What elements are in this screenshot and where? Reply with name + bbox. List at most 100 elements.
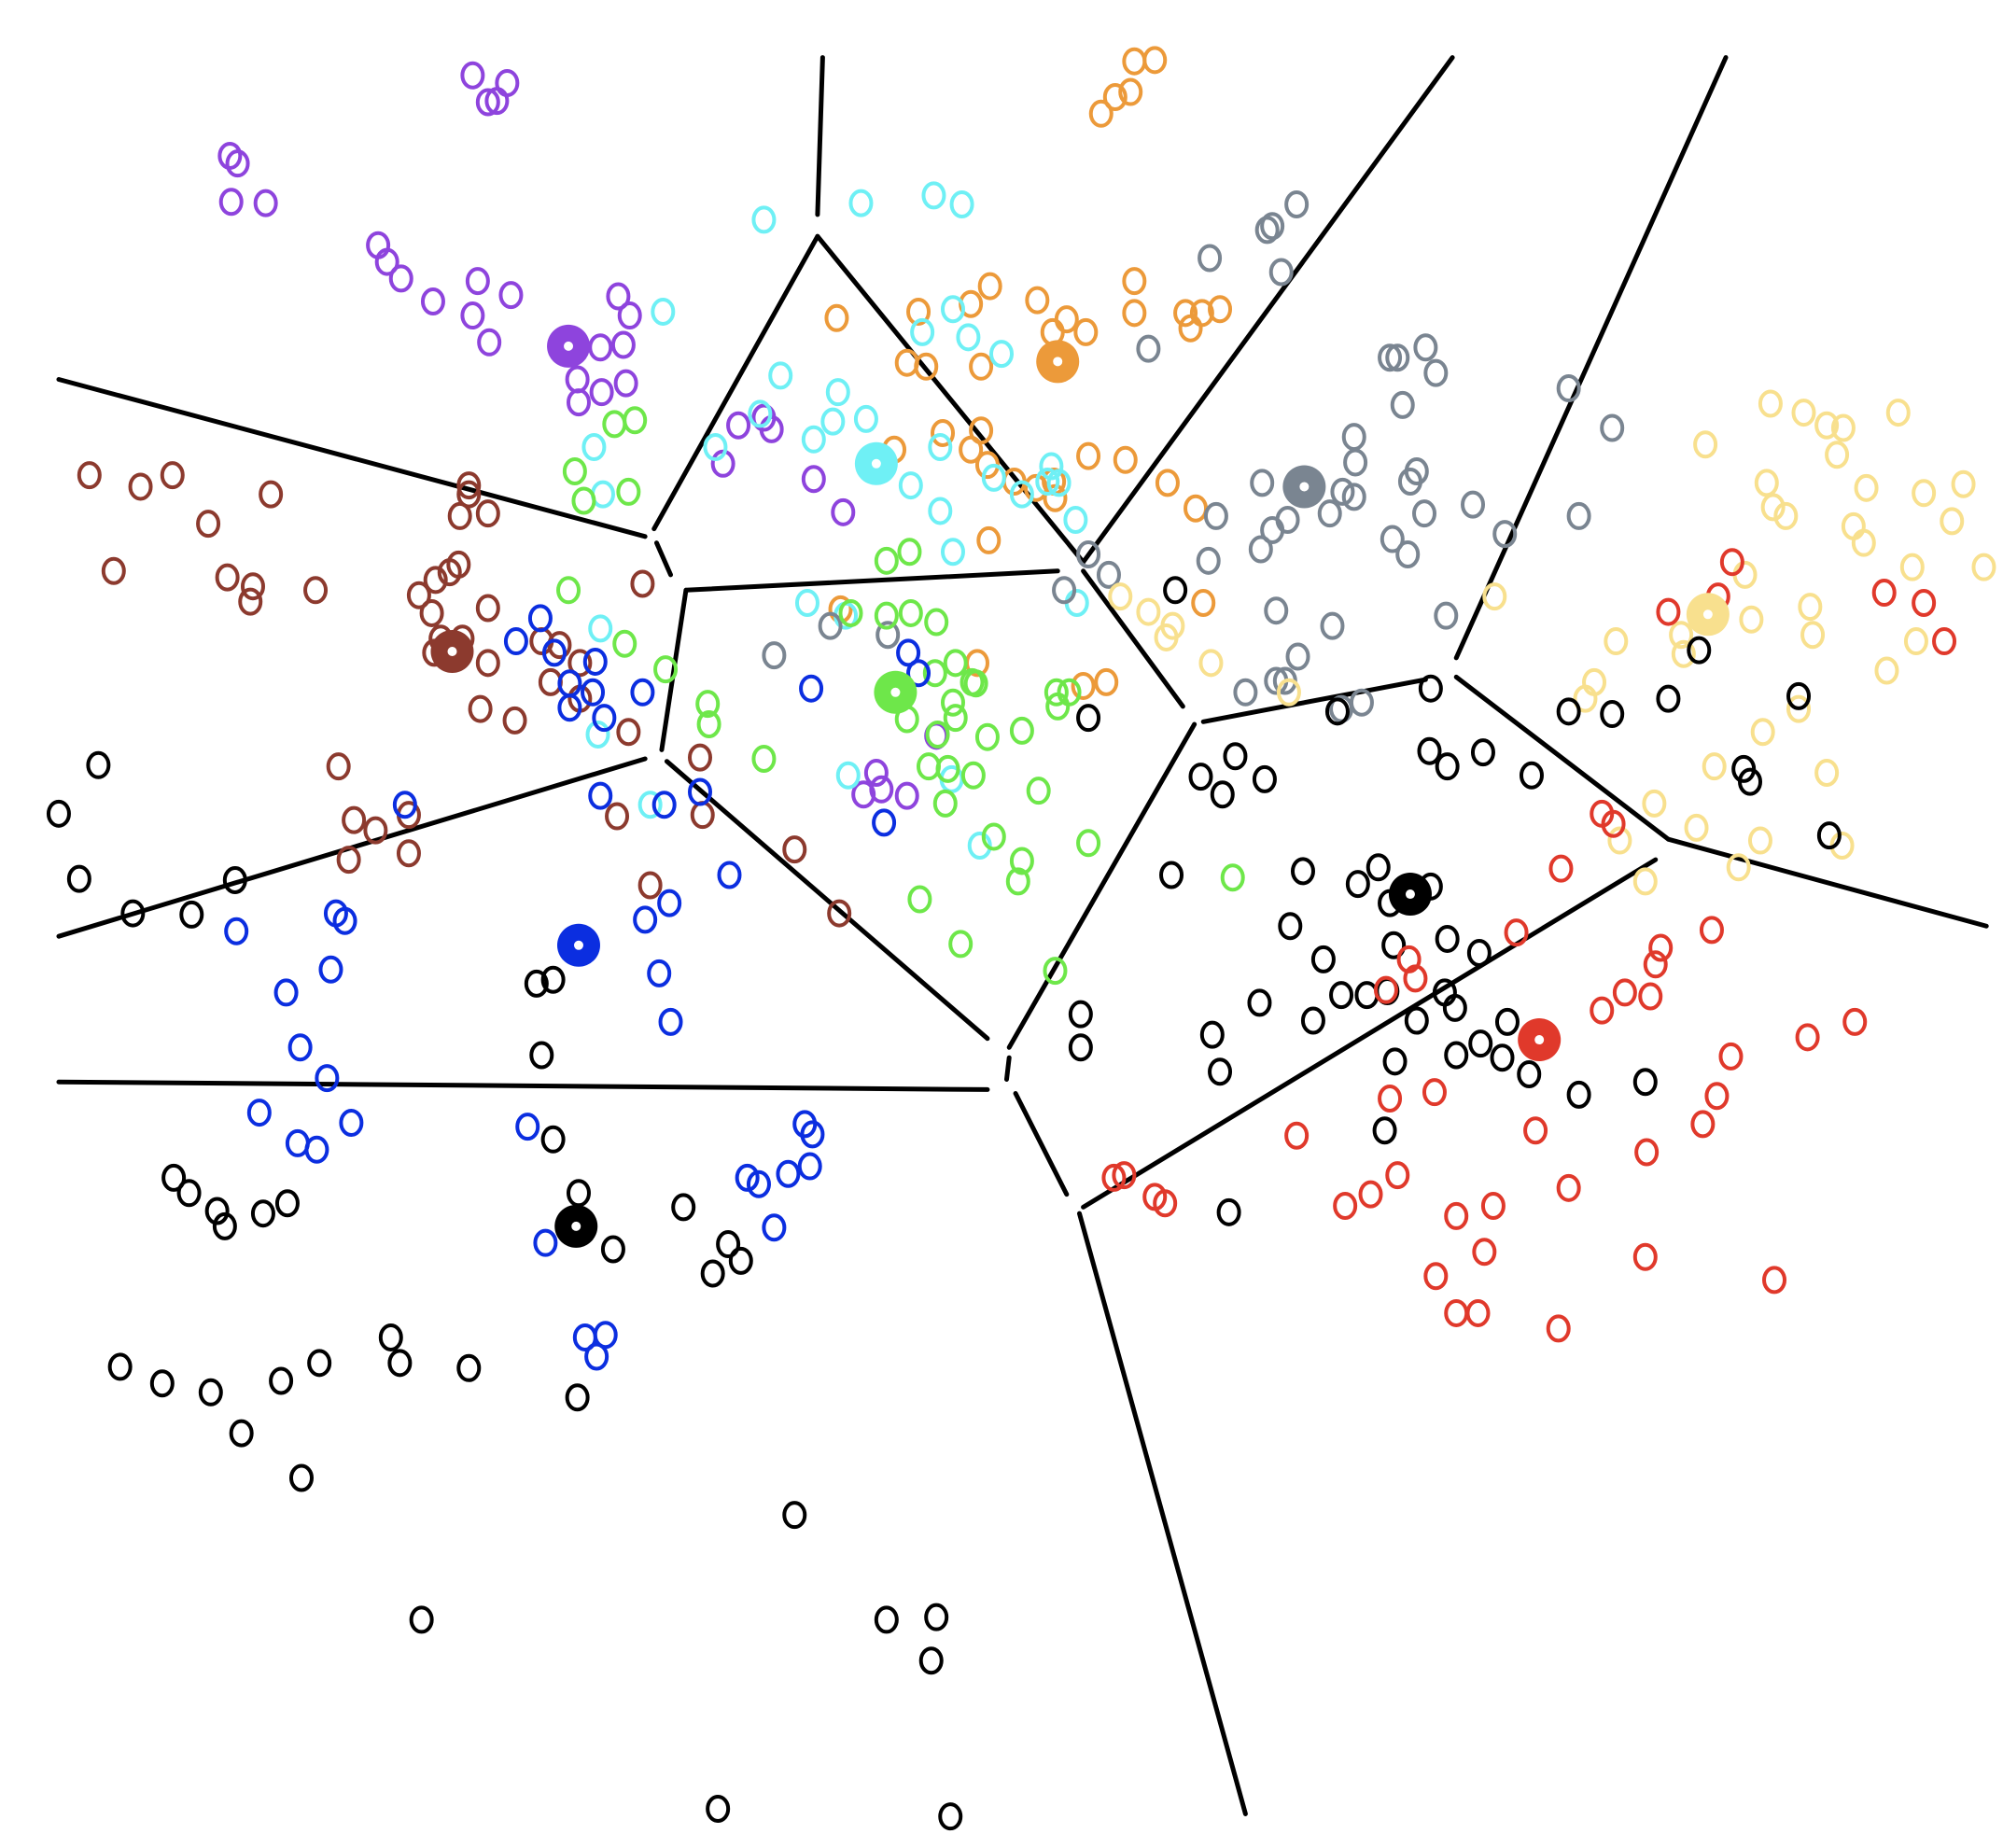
brown-point-37 [396, 839, 421, 868]
black-point-58 [222, 865, 247, 894]
blue-point-7 [557, 693, 582, 722]
yellow-point-10 [1854, 473, 1879, 502]
blue-point-24 [224, 917, 249, 945]
yellow-point-41 [1108, 582, 1133, 611]
gray-point-7 [1385, 343, 1410, 372]
red-point-41 [1423, 1262, 1449, 1291]
voronoi-edge-2 [815, 233, 1086, 565]
cyan-point-19 [928, 497, 953, 525]
blue-point-35 [800, 1120, 825, 1149]
gray-point-37 [1285, 642, 1310, 671]
gray-point-2 [1254, 216, 1280, 245]
green-point-39 [907, 885, 932, 914]
brown-point-6 [215, 563, 240, 592]
gray-point-18 [1341, 483, 1366, 511]
black-point-46 [1494, 1007, 1520, 1036]
red-point-35 [1358, 1180, 1383, 1209]
yellow-point-11 [1912, 479, 1937, 508]
blue-point-21 [658, 1007, 683, 1036]
cyan-point-34 [967, 832, 992, 861]
red-point-36 [1385, 1161, 1410, 1190]
red-point-34 [1333, 1191, 1358, 1220]
cyan-point-26 [940, 538, 965, 567]
gray-point-36 [1320, 611, 1345, 640]
yellow-point-23 [1903, 627, 1928, 656]
blue-point-37 [776, 1159, 801, 1188]
purple-point-22 [613, 369, 638, 398]
orange-point-34 [1184, 494, 1209, 523]
yellow-point-24 [1874, 656, 1899, 685]
gray-point-22 [1260, 515, 1285, 544]
cyan-point-13 [801, 425, 826, 454]
cluster-centroids [430, 324, 1730, 1248]
gray-point-13 [1341, 423, 1366, 452]
voronoi-edge-4 [1453, 55, 1729, 661]
blue-point-25 [318, 955, 343, 984]
red-point-42 [1762, 1266, 1787, 1295]
black-point-37 [1300, 1006, 1325, 1035]
red-point-37 [1444, 1201, 1469, 1230]
yellow-point-34 [1642, 789, 1667, 818]
blue-point-6 [592, 704, 617, 733]
black-point-21 [1366, 853, 1391, 882]
black-point-59 [524, 969, 549, 998]
blue-point-14 [392, 791, 417, 819]
black-point-42 [1208, 1057, 1233, 1086]
purple-point-12 [465, 267, 490, 296]
black-point-89 [924, 1603, 949, 1631]
gray-point-45 [875, 621, 901, 650]
orange-point-21 [969, 352, 994, 381]
orange-point-1 [1142, 46, 1168, 75]
gray-point-1 [1284, 189, 1310, 218]
gray-point-27 [1397, 467, 1422, 496]
black-point-64 [176, 1179, 202, 1208]
yellow-point-25 [1604, 627, 1629, 656]
black-point-22 [1345, 870, 1370, 899]
black-point-56 [120, 899, 146, 928]
voronoi-edge-0 [815, 55, 825, 217]
brown-point-1 [128, 472, 153, 501]
red-point-28 [1422, 1078, 1447, 1107]
yellow-point-7 [1754, 469, 1779, 497]
black-point-65 [204, 1197, 230, 1225]
orange-point-32 [1113, 445, 1138, 474]
black-point-49 [1566, 1080, 1591, 1109]
black-point-69 [566, 1179, 591, 1208]
cluster-points [46, 46, 1996, 1831]
purple-point-30 [863, 759, 889, 788]
gray-point-32 [1076, 539, 1101, 568]
brown-point-22 [475, 649, 500, 678]
green-point-15 [838, 598, 863, 627]
orange-point-31 [1076, 441, 1101, 470]
purple-point-0 [460, 61, 485, 90]
red-point-18 [1373, 975, 1398, 1004]
brown-point-17 [406, 581, 431, 609]
yellow-point-42 [1136, 597, 1161, 626]
blue-point-44 [584, 1342, 609, 1371]
brown-point-15 [437, 558, 462, 587]
green-point-41 [1043, 957, 1068, 986]
voronoi-edge-3 [1081, 55, 1455, 565]
brown-point-16 [423, 566, 448, 595]
green-point-36 [1009, 847, 1034, 875]
brown-point-24 [468, 694, 493, 723]
black-point-4 [1556, 697, 1581, 726]
purple-point-7 [253, 189, 278, 217]
yellow-point-1 [1791, 399, 1816, 427]
gray-point-29 [1492, 520, 1518, 549]
orange-point-5 [977, 272, 1002, 301]
black-point-35 [1442, 993, 1467, 1022]
gray-point-15 [1250, 469, 1275, 497]
red-point-1 [1656, 597, 1681, 626]
brown-point-42 [637, 871, 663, 900]
voronoi-edge-11 [1453, 674, 1671, 842]
blue-point-26 [273, 978, 299, 1007]
gray-point-14 [1343, 448, 1368, 477]
orange-point-4 [1088, 99, 1114, 128]
purple-point-17 [617, 301, 642, 330]
brown-point-19 [475, 594, 500, 623]
green-point-40 [948, 930, 973, 959]
green-point-1 [602, 410, 627, 439]
brown-point-33 [326, 752, 351, 781]
brown-point-10 [456, 471, 482, 500]
